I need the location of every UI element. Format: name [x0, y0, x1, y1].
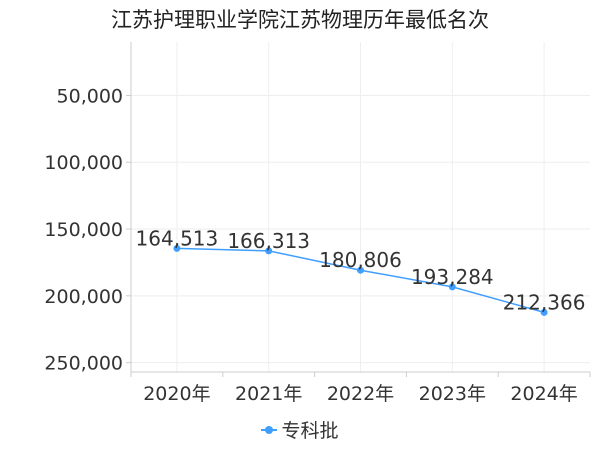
- data-point: [540, 308, 548, 316]
- y-tick-label: 100,000: [44, 152, 123, 174]
- legend-label: 专科批: [281, 420, 339, 442]
- data-point: [265, 247, 273, 255]
- legend[interactable]: 专科批: [0, 416, 600, 443]
- data-point: [357, 266, 364, 274]
- y-tick-label: 50,000: [57, 85, 123, 107]
- x-tick-label: 2022年: [327, 383, 394, 405]
- x-tick-label: 2023年: [419, 383, 486, 405]
- y-tick-label: 250,000: [44, 353, 123, 375]
- data-label: 180,806: [319, 248, 402, 272]
- data-label: 212,366: [503, 290, 586, 314]
- legend-marker: [261, 424, 278, 436]
- data-point: [448, 283, 456, 291]
- y-tick-label: 200,000: [44, 286, 123, 308]
- data-label: 164,513: [136, 226, 219, 250]
- x-tick-label: 2021年: [235, 383, 302, 405]
- x-tick-label: 2020年: [143, 383, 210, 405]
- x-tick-label: 2024年: [510, 383, 577, 405]
- data-point: [173, 244, 181, 252]
- y-tick-label: 150,000: [44, 219, 123, 241]
- data-label: 193,284: [411, 265, 494, 289]
- chart-title: 江苏护理职业学院江苏物理历年最低名次: [111, 8, 489, 32]
- data-label: 166,313: [227, 229, 310, 253]
